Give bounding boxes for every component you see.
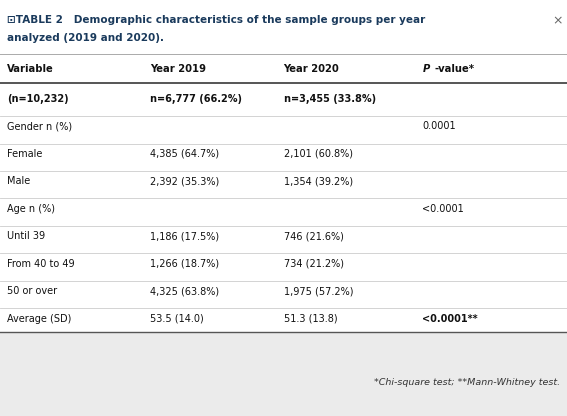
- Text: Average (SD): Average (SD): [7, 314, 71, 324]
- Text: P: P: [422, 64, 430, 74]
- Text: 50 or over: 50 or over: [7, 286, 57, 296]
- Text: 53.5 (14.0): 53.5 (14.0): [150, 314, 204, 324]
- Text: ×: ×: [552, 15, 562, 27]
- Text: Until 39: Until 39: [7, 231, 45, 241]
- Text: 2,101 (60.8%): 2,101 (60.8%): [284, 149, 353, 159]
- Text: 1,266 (18.7%): 1,266 (18.7%): [150, 259, 219, 269]
- Text: 746 (21.6%): 746 (21.6%): [284, 231, 344, 241]
- Text: n=3,455 (33.8%): n=3,455 (33.8%): [284, 94, 375, 104]
- Text: 1,975 (57.2%): 1,975 (57.2%): [284, 286, 353, 296]
- Text: Gender n (%): Gender n (%): [7, 121, 72, 131]
- Text: From 40 to 49: From 40 to 49: [7, 259, 74, 269]
- Text: Year 2020: Year 2020: [284, 64, 339, 74]
- Text: ⊡TABLE 2   Demographic characteristics of the sample groups per year: ⊡TABLE 2 Demographic characteristics of …: [7, 15, 425, 25]
- Text: (n=10,232): (n=10,232): [7, 94, 69, 104]
- Text: 2,392 (35.3%): 2,392 (35.3%): [150, 176, 219, 186]
- Text: 0.0001: 0.0001: [422, 121, 456, 131]
- Text: analyzed (2019 and 2020).: analyzed (2019 and 2020).: [7, 33, 164, 43]
- Text: 1,186 (17.5%): 1,186 (17.5%): [150, 231, 219, 241]
- Text: 4,385 (64.7%): 4,385 (64.7%): [150, 149, 219, 159]
- Text: 4,325 (63.8%): 4,325 (63.8%): [150, 286, 219, 296]
- Text: n=6,777 (66.2%): n=6,777 (66.2%): [150, 94, 242, 104]
- Text: <0.0001**: <0.0001**: [422, 314, 478, 324]
- Text: Age n (%): Age n (%): [7, 204, 55, 214]
- Text: *Chi-square test; **Mann-Whitney test.: *Chi-square test; **Mann-Whitney test.: [374, 378, 560, 387]
- Text: Variable: Variable: [7, 64, 53, 74]
- Text: Female: Female: [7, 149, 42, 159]
- Text: 734 (21.2%): 734 (21.2%): [284, 259, 344, 269]
- Text: -value*: -value*: [435, 64, 475, 74]
- FancyBboxPatch shape: [0, 332, 567, 416]
- Text: 1,354 (39.2%): 1,354 (39.2%): [284, 176, 353, 186]
- Text: Year 2019: Year 2019: [150, 64, 206, 74]
- Text: 51.3 (13.8): 51.3 (13.8): [284, 314, 337, 324]
- Text: Male: Male: [7, 176, 30, 186]
- Text: <0.0001: <0.0001: [422, 204, 464, 214]
